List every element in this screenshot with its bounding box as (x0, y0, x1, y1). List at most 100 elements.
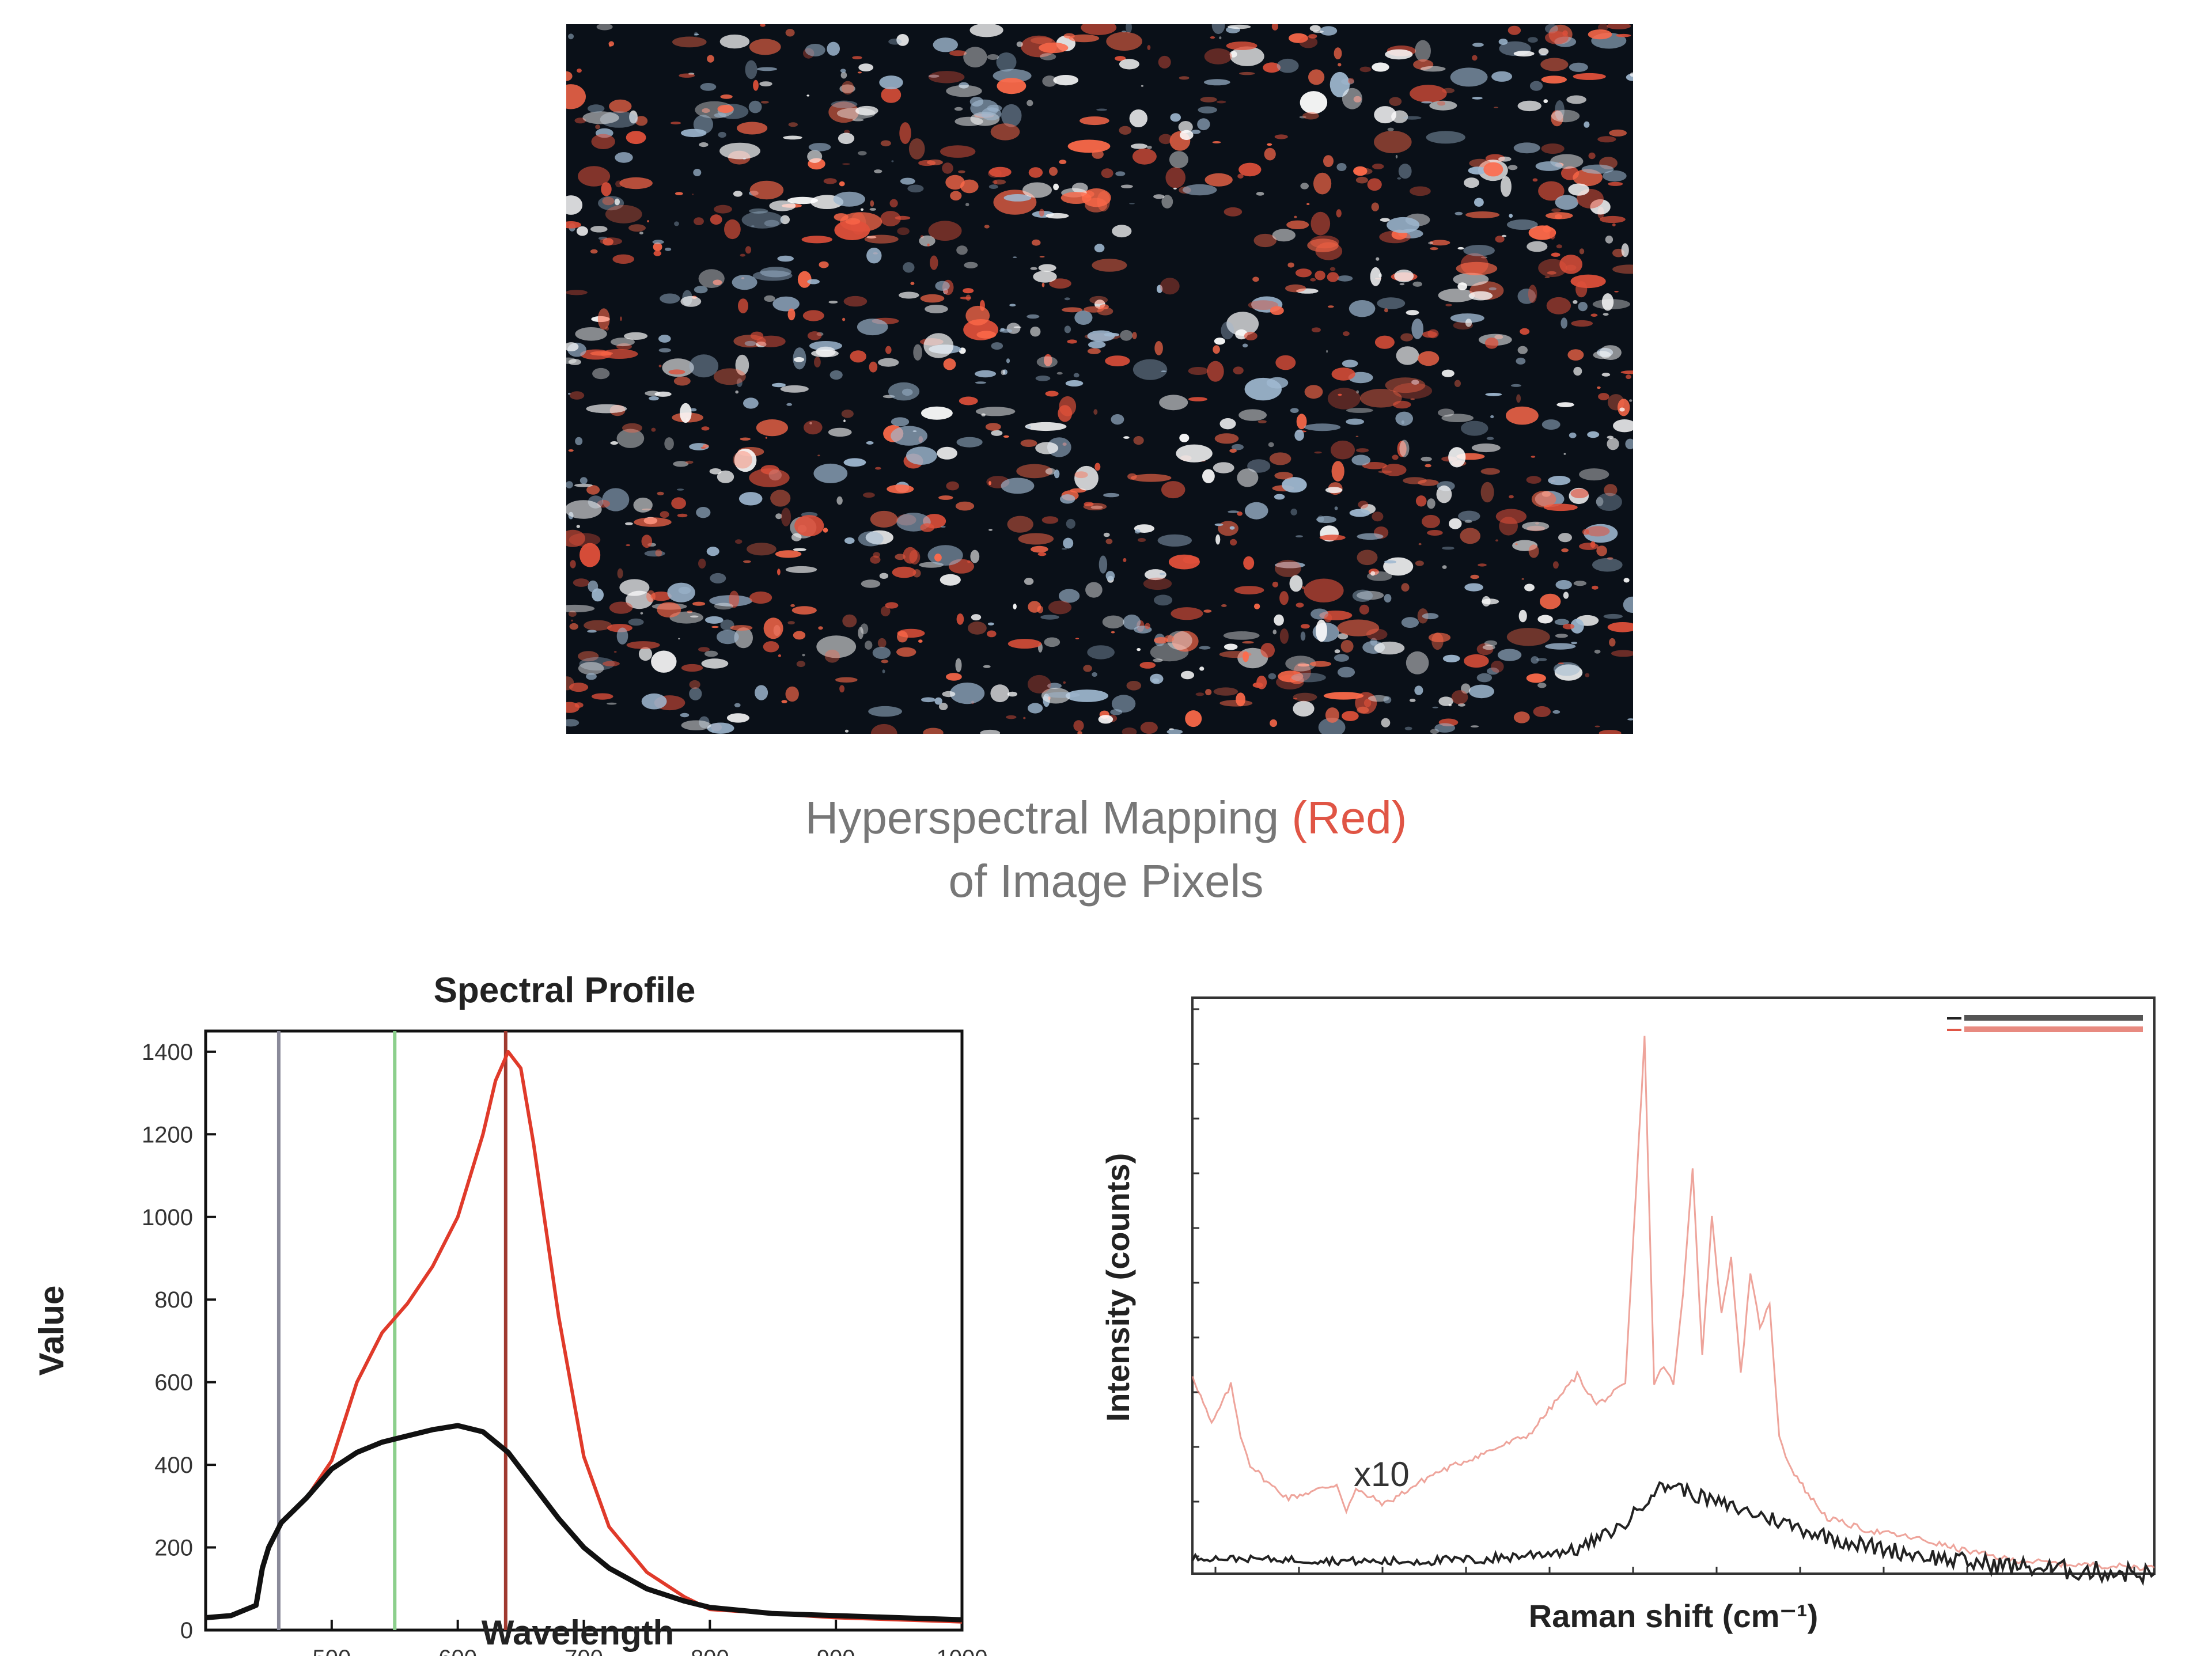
micrograph-speck (566, 702, 580, 713)
micrograph-speck (1230, 46, 1264, 66)
micrograph-speck (940, 574, 961, 586)
micrograph-speck (1621, 243, 1629, 257)
micrograph-speck (882, 669, 885, 673)
micrograph-speck (879, 75, 903, 90)
micrograph-speck (896, 647, 916, 657)
raman-legend-text-red (1964, 1026, 2143, 1032)
micrograph-speck (619, 579, 650, 596)
micrograph-speck (615, 152, 633, 163)
micrograph-speck (771, 382, 786, 388)
micrograph-speck (1330, 71, 1350, 97)
micrograph-speck (1213, 687, 1238, 696)
micrograph-speck (1427, 498, 1435, 509)
micrograph-speck (1558, 662, 1564, 664)
micrograph-speck (1338, 63, 1342, 67)
micrograph-speck (828, 301, 838, 304)
micrograph-speck (1063, 33, 1075, 39)
micrograph-speck (1279, 628, 1289, 644)
micrograph-speck (588, 580, 599, 593)
micrograph-speck (1300, 91, 1328, 114)
micrograph-speck (714, 204, 732, 214)
micrograph-speck (577, 69, 582, 73)
micrograph-speck (1554, 619, 1569, 626)
micrograph-speck (892, 566, 916, 578)
micrograph-speck (626, 131, 646, 145)
micrograph-speck (657, 602, 681, 617)
micrograph-speck (729, 590, 740, 608)
micrograph-speck (778, 654, 781, 657)
micrograph-speck (841, 410, 854, 418)
micrograph-speck (1203, 79, 1230, 86)
spectral-y-tick-label: 1000 (142, 1205, 193, 1230)
micrograph-speck (980, 729, 1001, 734)
micrograph-speck (1556, 244, 1562, 249)
micrograph-speck (879, 573, 889, 579)
micrograph-speck (628, 224, 646, 232)
micrograph-speck (1545, 643, 1576, 650)
micrograph-speck (793, 631, 806, 640)
micrograph-speck (777, 255, 794, 262)
micrograph-speck (1219, 418, 1236, 430)
micrograph-speck (1545, 31, 1569, 44)
micrograph-speck (1058, 589, 1080, 603)
micrograph-speck (569, 683, 589, 692)
micrograph-speck (1455, 211, 1463, 215)
micrograph-speck (1120, 329, 1133, 341)
micrograph-speck (743, 560, 751, 563)
micrograph-speck (1182, 184, 1217, 196)
micrograph-speck (616, 343, 632, 350)
micrograph-speck (1202, 469, 1215, 483)
micrograph-speck (895, 554, 906, 560)
micrograph-speck (1450, 67, 1488, 87)
micrograph-speck (1289, 33, 1308, 43)
micrograph-speck (942, 691, 956, 698)
micrograph-speck (717, 630, 739, 645)
micrograph-speck (1399, 439, 1410, 457)
micrograph-speck (1277, 58, 1299, 73)
micrograph-speck (1608, 181, 1623, 186)
micrograph-speck (1330, 267, 1336, 271)
micrograph-speck (858, 63, 874, 71)
micrograph-speck (1106, 32, 1142, 51)
micrograph-speck (920, 294, 945, 303)
micrograph-speck (1145, 569, 1166, 581)
micrograph-speck (1357, 550, 1378, 566)
micrograph-speck (938, 703, 948, 710)
micrograph-speck (1370, 571, 1376, 576)
micrograph-speck (566, 481, 573, 488)
micrograph-speck (755, 685, 768, 700)
micrograph-speck (1033, 270, 1057, 283)
micrograph-speck (946, 481, 959, 491)
micrograph-speck (578, 166, 611, 187)
micrograph-speck (1045, 391, 1059, 397)
micrograph-speck (1178, 121, 1193, 133)
micrograph-speck (1334, 47, 1342, 60)
micrograph-speck (765, 437, 767, 439)
micrograph-speck (1513, 142, 1540, 154)
micrograph-speck (1537, 615, 1553, 624)
micrograph-speck (638, 647, 653, 661)
micrograph-speck (1331, 367, 1355, 381)
micrograph-speck (1042, 75, 1057, 87)
micrograph-speck (1573, 581, 1587, 586)
micrograph-speck (1381, 718, 1391, 727)
micrograph-speck (1138, 538, 1146, 542)
micrograph-speck (1468, 291, 1493, 301)
micrograph-speck (1476, 643, 1494, 655)
micrograph-speck (1275, 562, 1305, 569)
micrograph-speck (696, 507, 711, 518)
micrograph-speck (870, 555, 881, 564)
micrograph-speck (874, 169, 882, 173)
caption-prefix: Hyperspectral Mapping (805, 792, 1292, 843)
micrograph-speck (1210, 36, 1215, 39)
micrograph-speck (1252, 276, 1259, 282)
micrograph-speck (1199, 646, 1211, 650)
micrograph-speck (1119, 59, 1139, 70)
micrograph-speck (1242, 343, 1248, 348)
micrograph-speck (865, 641, 873, 650)
micrograph-speck (1401, 617, 1419, 628)
micrograph-speck (1315, 270, 1325, 281)
micrograph-speck (735, 390, 739, 394)
micrograph-speck (628, 618, 644, 626)
micrograph-speck (1287, 262, 1294, 268)
